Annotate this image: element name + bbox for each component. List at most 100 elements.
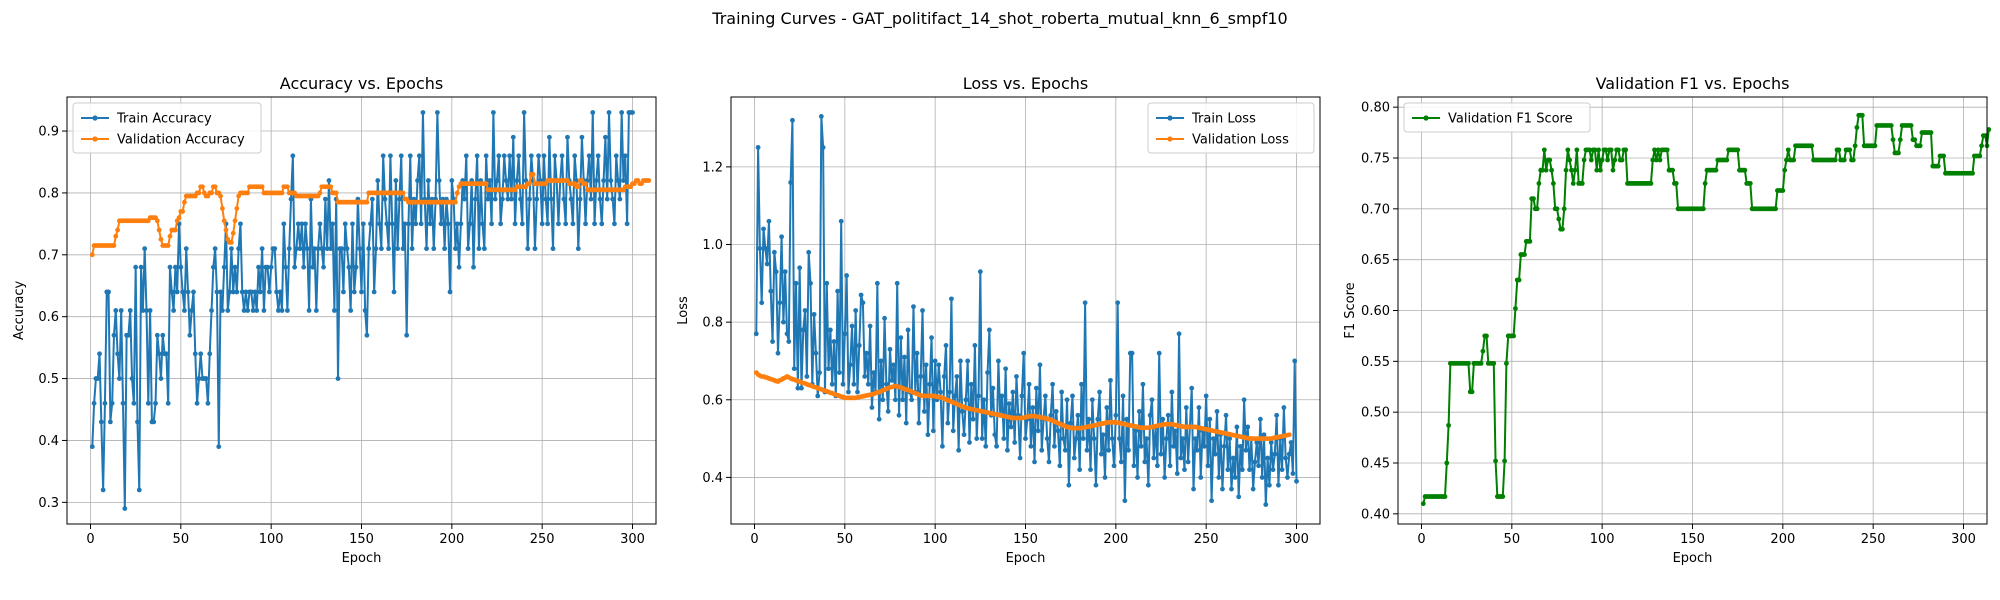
x-tick-label: 250 (530, 532, 555, 547)
data-point (1223, 412, 1229, 418)
data-point (1118, 459, 1124, 465)
data-point (860, 300, 866, 306)
data-point (595, 153, 601, 159)
data-point (770, 339, 775, 344)
data-point (597, 196, 603, 202)
data-point (970, 416, 976, 422)
data-point (779, 234, 784, 240)
data-point (212, 184, 218, 190)
data-point (509, 196, 514, 202)
y-tick-label: 0.70 (1361, 202, 1390, 217)
data-point (954, 374, 960, 379)
data-point (831, 339, 837, 344)
data-point (1055, 428, 1061, 434)
data-point (1126, 447, 1131, 453)
data-point (402, 221, 408, 227)
data-point (590, 110, 596, 115)
data-point (862, 374, 868, 379)
data-point (1466, 360, 1471, 366)
data-point (225, 308, 231, 313)
data-point (230, 289, 236, 295)
data-point (920, 308, 925, 313)
data-point (853, 308, 859, 313)
data-point (838, 218, 844, 224)
data-point (1203, 393, 1209, 399)
data-point (230, 230, 236, 236)
data-point (1084, 447, 1090, 453)
data-point (1174, 471, 1180, 476)
data-point (1272, 451, 1278, 457)
data-point (1064, 397, 1070, 403)
data-point (900, 397, 906, 403)
x-tick-label: 300 (1951, 532, 1976, 547)
data-point (1142, 459, 1148, 465)
data-point (840, 381, 846, 387)
data-point (332, 308, 337, 313)
data-point (1158, 451, 1164, 457)
data-point (303, 221, 308, 227)
data-point (117, 376, 122, 381)
data-point (898, 335, 904, 341)
data-point (1567, 157, 1573, 163)
data-point (1077, 467, 1083, 473)
legend-label-0: Train Accuracy (116, 112, 212, 127)
data-point (561, 196, 567, 202)
data-point (1104, 405, 1110, 410)
data-point (1579, 181, 1585, 186)
data-point (1872, 143, 1878, 149)
data-point (1164, 436, 1169, 441)
data-point (817, 370, 822, 376)
data-point (465, 246, 471, 252)
data-point (219, 205, 225, 211)
data-point (1491, 360, 1497, 366)
data-point (1281, 405, 1287, 410)
data-point (487, 178, 493, 183)
data-point (1673, 181, 1679, 186)
data-point (500, 196, 505, 202)
data-point (1221, 443, 1227, 449)
data-point (788, 180, 794, 185)
data-point (275, 308, 281, 313)
data-point (386, 246, 391, 252)
data-point (453, 199, 458, 205)
data-point (377, 221, 382, 227)
data-point (1207, 416, 1213, 422)
data-point (133, 264, 139, 270)
data-point (945, 420, 951, 426)
x-tick-label: 50 (173, 532, 190, 547)
data-point (826, 366, 831, 372)
data-point (294, 246, 299, 252)
data-point (604, 196, 610, 202)
data-point (357, 246, 363, 252)
data-point (882, 315, 887, 321)
data-point (1003, 366, 1009, 372)
data-point (1276, 482, 1281, 488)
data-point (1256, 463, 1261, 469)
data-point (89, 444, 95, 450)
data-point (219, 308, 225, 313)
data-point (442, 246, 448, 252)
data-point (986, 327, 992, 333)
data-point (144, 308, 149, 313)
data-point (292, 264, 298, 270)
data-point (229, 246, 234, 252)
data-point (375, 178, 381, 183)
data-point (1267, 482, 1272, 488)
data-point (827, 327, 833, 333)
data-point (353, 264, 359, 270)
data-point (1531, 196, 1536, 202)
data-point (610, 196, 616, 202)
data-point (115, 351, 120, 357)
data-point (536, 153, 541, 159)
data-point (959, 409, 965, 414)
data-point (1050, 381, 1055, 387)
data-point (409, 246, 415, 252)
data-point (565, 134, 570, 140)
data-point (304, 246, 310, 252)
data-point (342, 221, 348, 227)
data-point (1285, 475, 1290, 480)
data-point (229, 240, 234, 245)
data-point (257, 289, 263, 295)
data-point (1261, 432, 1267, 438)
